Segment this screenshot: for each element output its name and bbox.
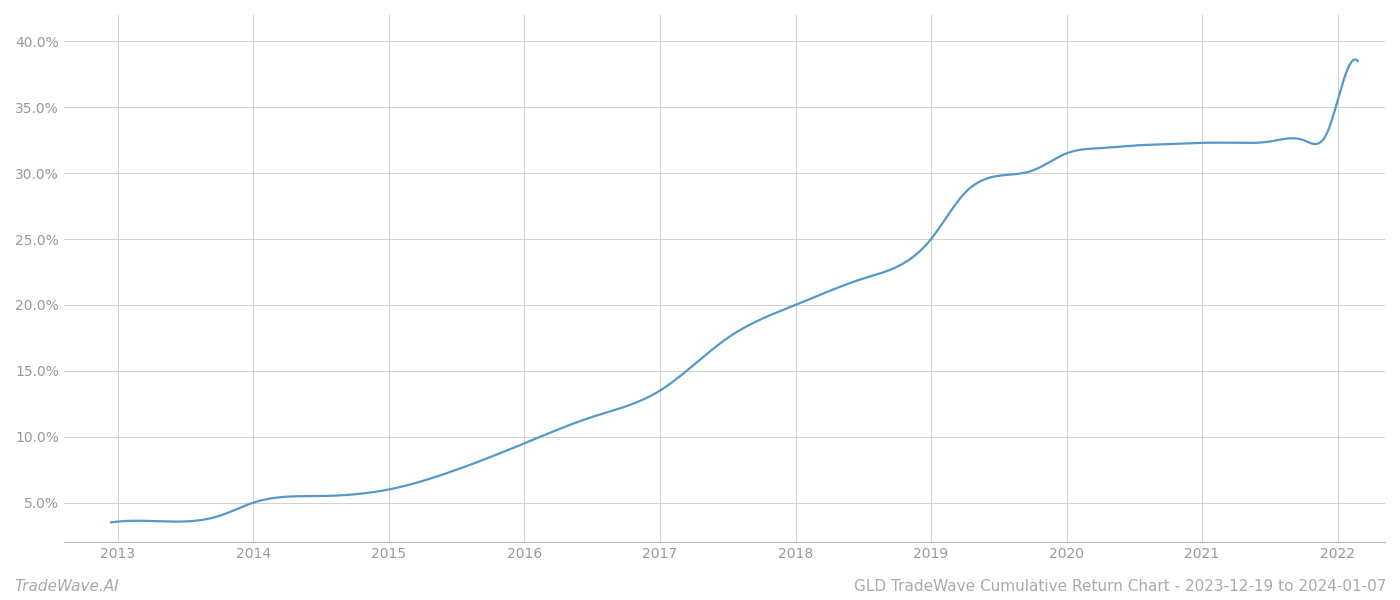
Text: TradeWave.AI: TradeWave.AI [14,579,119,594]
Text: GLD TradeWave Cumulative Return Chart - 2023-12-19 to 2024-01-07: GLD TradeWave Cumulative Return Chart - … [854,579,1386,594]
